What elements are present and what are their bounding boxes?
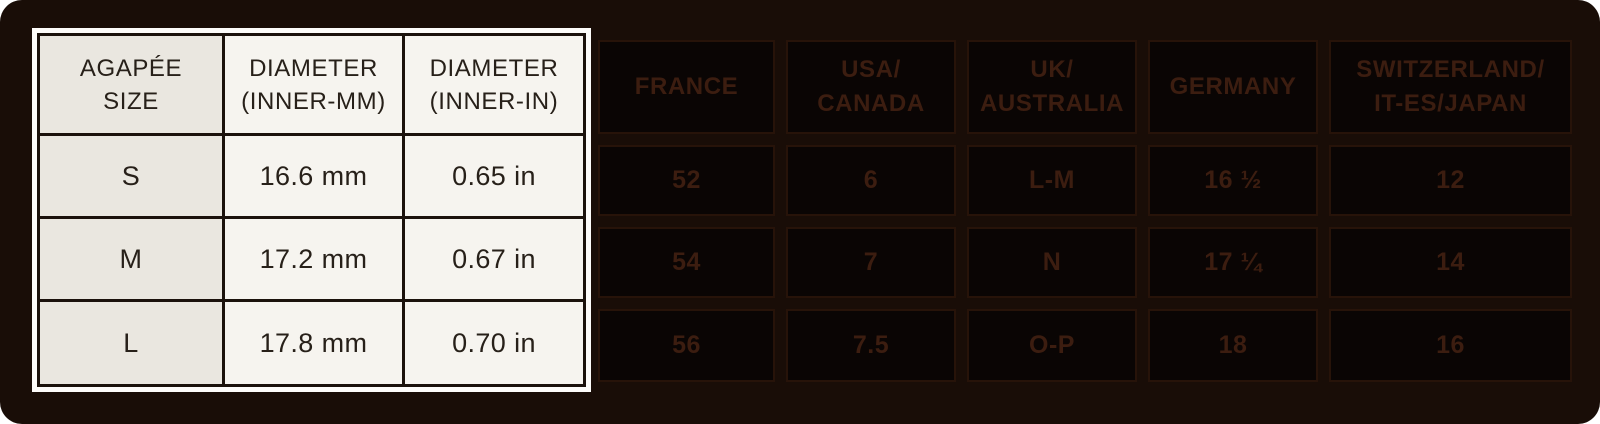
size-diameter-table: AGAPÉE SIZE DIAMETER (INNER-MM) DIAMETER… <box>37 33 586 387</box>
germany-size-value: 16 ½ <box>1204 166 1262 194</box>
cell-m-france: 54 <box>598 227 775 298</box>
germany-size-value: 18 <box>1218 331 1248 359</box>
france-size-value: 56 <box>672 331 701 359</box>
cell-l-uk-australia: O-P <box>967 309 1137 382</box>
cell-s-usa-canada: 6 <box>786 145 956 216</box>
header-line: AUSTRALIA <box>979 90 1125 117</box>
uk-australia-size-value: N <box>1042 248 1062 276</box>
size-value: M <box>119 243 143 274</box>
header-cell-usa-canada: USA/ CANADA <box>786 40 956 134</box>
cell-s-uk-australia: L-M <box>967 145 1137 216</box>
france-size-value: 54 <box>672 248 701 276</box>
cell-size-s: S <box>40 136 222 216</box>
diameter-mm-value: 17.8 mm <box>259 327 368 358</box>
header-line: FRANCE <box>634 73 739 100</box>
cell-s-france: 52 <box>598 145 775 216</box>
size-value: L <box>123 327 139 358</box>
usa-canada-size-value: 6 <box>863 166 879 194</box>
header-cell-germany: GERMANY <box>1148 40 1318 134</box>
header-line: DIAMETER <box>429 54 559 82</box>
diameter-in-value: 0.70 in <box>452 327 536 358</box>
cell-l-diameter-in: 0.70 in <box>405 302 583 384</box>
switzerland-size-value: 12 <box>1436 166 1465 194</box>
diameter-in-value: 0.65 in <box>452 160 536 191</box>
header-line: DIAMETER <box>249 54 378 82</box>
cell-s-switzerland: 12 <box>1329 145 1572 216</box>
diameter-mm-value: 17.2 mm <box>259 243 368 274</box>
cell-m-switzerland: 14 <box>1329 227 1572 298</box>
international-sizes-table: FRANCE USA/ CANADA UK/ AUSTRALIA GERMANY… <box>598 40 1572 382</box>
header-cell-france: FRANCE <box>598 40 775 134</box>
header-line: (INNER-MM) <box>241 87 386 115</box>
cell-s-diameter-mm: 16.6 mm <box>225 136 402 216</box>
header-line: SWITZERLAND/ <box>1356 56 1545 83</box>
cell-m-germany: 17 ¼ <box>1148 227 1318 298</box>
cell-m-usa-canada: 7 <box>786 227 956 298</box>
diameter-in-value: 0.67 in <box>452 243 536 274</box>
header-cell-diameter-in: DIAMETER (INNER-IN) <box>405 36 583 133</box>
cell-m-diameter-mm: 17.2 mm <box>225 219 402 299</box>
cell-l-usa-canada: 7.5 <box>786 309 956 382</box>
uk-australia-size-value: L-M <box>1029 166 1075 194</box>
header-cell-switzerland-it-es-japan: SWITZERLAND/ IT-ES/JAPAN <box>1329 40 1572 134</box>
diameter-mm-value: 16.6 mm <box>259 160 368 191</box>
header-line: USA/ <box>841 56 901 83</box>
cell-l-switzerland: 16 <box>1329 309 1572 382</box>
header-line: CANADA <box>817 90 925 117</box>
cell-size-l: L <box>40 302 222 384</box>
header-cell-uk-australia: UK/ AUSTRALIA <box>967 40 1137 134</box>
header-line: UK/ <box>1030 56 1074 83</box>
header-line: (INNER-IN) <box>429 87 559 115</box>
size-value: S <box>121 160 141 191</box>
header-line: AGAPÉE <box>79 54 183 82</box>
cell-m-diameter-in: 0.67 in <box>405 219 583 299</box>
header-line: SIZE <box>103 87 159 115</box>
france-size-value: 52 <box>672 166 701 194</box>
usa-canada-size-value: 7 <box>863 248 879 276</box>
uk-australia-size-value: O-P <box>1029 331 1075 359</box>
usa-canada-size-value: 7.5 <box>852 331 890 359</box>
header-line: IT-ES/JAPAN <box>1374 90 1527 117</box>
switzerland-size-value: 14 <box>1436 248 1465 276</box>
cell-s-diameter-in: 0.65 in <box>405 136 583 216</box>
header-cell-diameter-mm: DIAMETER (INNER-MM) <box>225 36 402 133</box>
header-cell-agapee-size: AGAPÉE SIZE <box>40 36 222 133</box>
germany-size-value: 17 ¼ <box>1204 248 1262 276</box>
header-line: GERMANY <box>1169 73 1297 100</box>
switzerland-size-value: 16 <box>1436 331 1465 359</box>
cell-s-germany: 16 ½ <box>1148 145 1318 216</box>
cell-size-m: M <box>40 219 222 299</box>
cell-l-diameter-mm: 17.8 mm <box>225 302 402 384</box>
cell-m-uk-australia: N <box>967 227 1137 298</box>
cell-l-france: 56 <box>598 309 775 382</box>
cell-l-germany: 18 <box>1148 309 1318 382</box>
